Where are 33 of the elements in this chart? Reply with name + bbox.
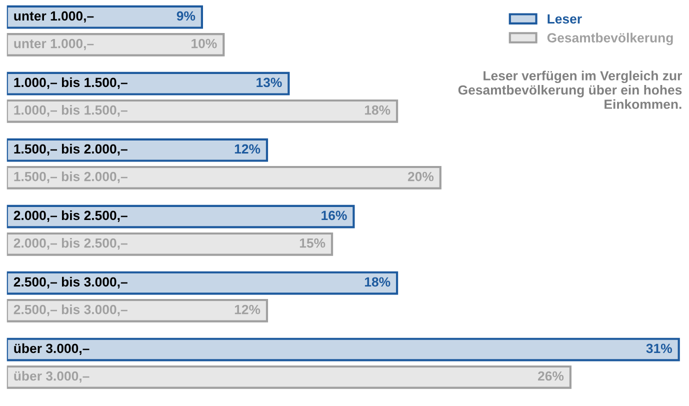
- bar: [6, 271, 398, 295]
- annotation: Leser verfügen im Vergleich zur Gesamtbevölkerung über ein hohes Einkommen.: [458, 70, 682, 109]
- bar: [6, 166, 442, 190]
- legend-label: Gesamtbevölkerung: [547, 32, 673, 46]
- y-tick-label: 1.000,– bis 1.500,–: [14, 77, 128, 90]
- bar: [6, 338, 680, 362]
- data-label: 18%: [364, 277, 390, 287]
- data-label: 16%: [322, 210, 347, 220]
- bar: [6, 204, 355, 228]
- data-label: 20%: [408, 172, 434, 182]
- data-label: 10%: [192, 38, 217, 48]
- bar: [6, 32, 225, 56]
- data-label: 15%: [300, 238, 326, 248]
- data-label: 26%: [538, 371, 564, 381]
- y-tick-label: 2.000,– bis 2.500,–: [14, 210, 128, 222]
- y-tick-label: unter 1.000,–: [14, 11, 94, 23]
- bar: [6, 298, 268, 322]
- data-label: 12%: [234, 144, 260, 154]
- y-tick-label: über 3.000,–: [14, 343, 90, 355]
- bar: [6, 5, 204, 29]
- data-label: 9%: [176, 11, 196, 21]
- bar: [6, 138, 268, 162]
- bar: [6, 72, 290, 96]
- data-label: 13%: [256, 78, 282, 88]
- data-label: 12%: [234, 304, 260, 314]
- bar: [6, 232, 334, 256]
- legend-label: Leser: [548, 14, 582, 24]
- y-tick-label: 2.500,– bis 3.000,–: [14, 276, 128, 289]
- bar: [6, 99, 398, 123]
- data-label: 31%: [646, 344, 672, 354]
- data-label: 18%: [364, 105, 390, 115]
- y-tick-label: 1.500,– bis 2.000,–: [14, 144, 128, 156]
- bar: [6, 365, 572, 389]
